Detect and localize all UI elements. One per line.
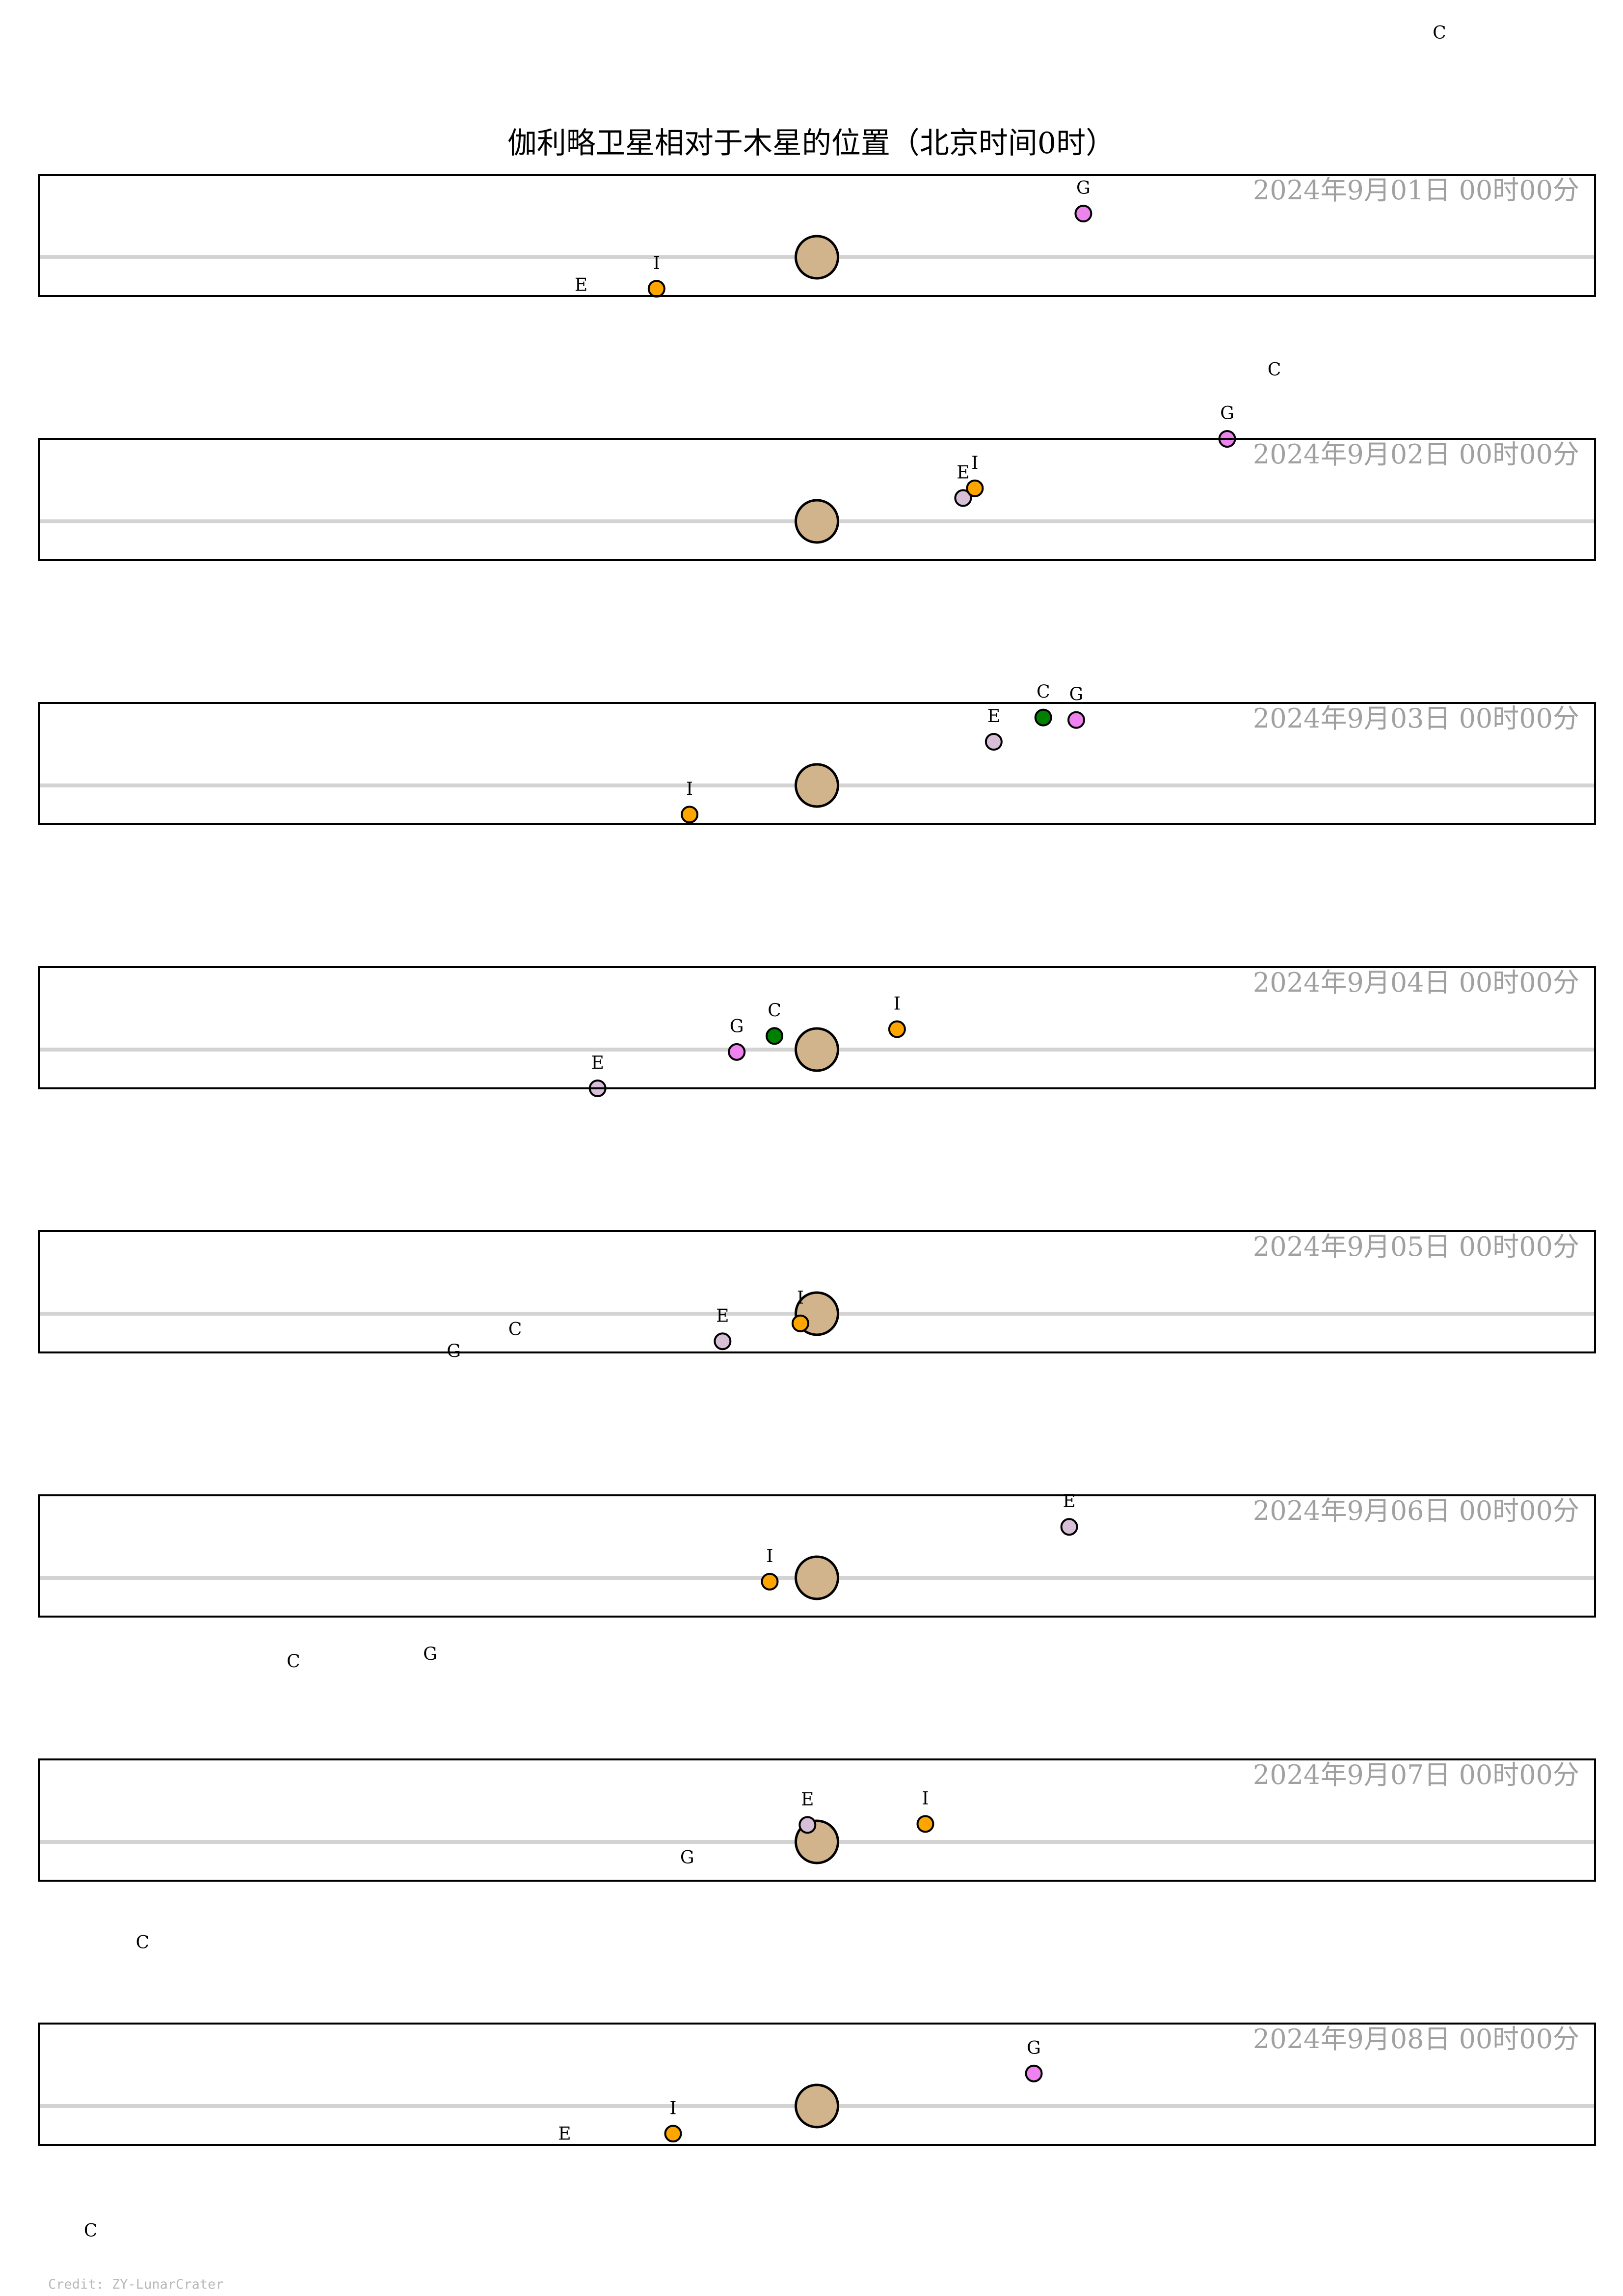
credit-text: Credit: ZY-LunarCrater [48,2277,224,2292]
panel-date: 2024年9月02日 00时00分 [1253,439,1579,470]
panel-frame [38,966,1596,1089]
moon-label-c: C [84,2221,98,2241]
moon-marker-i [966,479,984,497]
panel-frame [38,2023,1596,2146]
moon-marker-e [1060,1518,1078,1536]
jupiter-disk [795,2083,839,2129]
panel-2: E I G C 2024年9月02日 00时00分 [38,360,1596,561]
moon-label-e: E [957,463,969,483]
moon-label-i: I [894,994,901,1014]
moon-marker-i [791,1314,809,1332]
moon-label-c: C [1268,360,1281,380]
moon-marker-g [1074,205,1092,223]
panel-7: E I G C 2024年9月07日 00时00分 [38,1758,1596,1953]
moon-label-i: I [766,1546,773,1567]
moon-label-g: G [1076,178,1091,198]
jupiter-disk [795,1027,839,1072]
moon-label-g: G [680,1848,694,1868]
moon-label-e: E [987,706,1000,727]
moon-marker-i [916,1815,934,1833]
panel-date: 2024年9月04日 00时00分 [1253,967,1579,998]
panel-date: 2024年9月01日 00时00分 [1253,175,1579,206]
jupiter-disk [795,1555,839,1600]
panel-date: 2024年9月05日 00时00分 [1253,1231,1579,1262]
moon-label-i: I [686,779,693,799]
moon-label-i: I [971,453,978,473]
moon-label-e: E [575,275,587,296]
moon-label-g: G [447,1341,461,1361]
moon-label-i: I [653,253,660,273]
moon-marker-i [681,806,699,824]
moon-label-g: G [730,1017,744,1037]
moon-label-g: G [423,1644,437,1664]
moon-label-e: E [591,1053,604,1073]
panel-frame [38,702,1596,825]
moon-label-c: C [768,1000,781,1021]
moon-label-c: C [508,1320,522,1340]
moon-label-c: C [287,1651,300,1672]
moon-marker-i [647,280,665,298]
jupiter-disk [795,499,839,544]
moon-marker-i [888,1020,906,1038]
moon-marker-g [728,1043,746,1061]
panel-5: E I C G 2024年9月05日 00时00分 [38,1230,1596,1361]
moon-label-g: G [1069,685,1084,705]
moon-label-i: I [669,2098,676,2118]
panel-4: G C I E 2024年9月04日 00时00分 [38,966,1596,1097]
moon-label-c: C [1433,23,1446,43]
moon-label-g: G [1027,2038,1041,2058]
panel-8: I E G C 2024年9月08日 00时00分 [38,2023,1596,2241]
moon-marker-e [714,1332,732,1351]
panel-1: I E G C 2024年9月01日 00时00分 [38,23,1596,298]
moon-label-e: E [558,2124,571,2144]
chart-title: 伽利略卫星相对于木星的位置（北京时间0时） [507,126,1115,161]
jupiter-disk [795,235,839,280]
moon-marker-g [1025,2064,1043,2082]
panel-frame [38,174,1596,297]
moon-label-c: C [136,1933,150,1953]
moon-marker-c [766,1027,784,1045]
panel-date: 2024年9月08日 00时00分 [1253,2024,1579,2054]
moon-label-g: G [1220,404,1234,424]
moon-label-i: I [797,1288,804,1308]
moon-marker-e [954,489,972,507]
panel-frame [38,1230,1596,1353]
moon-marker-i [664,2125,682,2143]
moon-label-e: E [716,1306,729,1326]
moon-label-i: I [922,1788,929,1809]
panel-frame [38,1758,1596,1882]
moon-marker-e [984,733,1003,751]
moon-marker-g [1067,711,1085,729]
panel-date: 2024年9月03日 00时00分 [1253,703,1579,734]
moon-marker-c [1034,708,1052,727]
panel-date: 2024年9月07日 00时00分 [1253,1759,1579,1790]
panel-date: 2024年9月06日 00时00分 [1253,1495,1579,1526]
panel-frame [38,1494,1596,1618]
panel-3: I E C G 2024年9月03日 00时00分 [38,682,1596,825]
panel-frame [38,438,1596,561]
moon-marker-i [761,1572,779,1591]
moon-marker-e [798,1816,817,1834]
moon-label-c: C [1037,682,1050,702]
jupiter-disk [795,763,839,808]
moon-label-e: E [801,1789,814,1810]
